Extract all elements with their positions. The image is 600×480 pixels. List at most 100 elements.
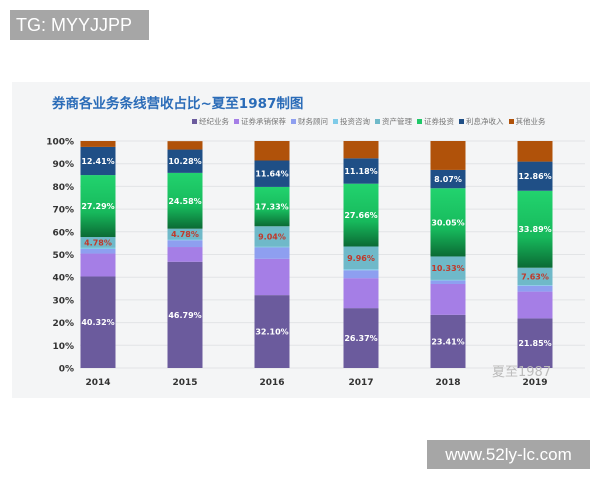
data-label: 23.41% bbox=[431, 337, 464, 346]
bar-segment bbox=[517, 267, 553, 286]
bar-segment bbox=[254, 226, 290, 247]
bar-segment bbox=[517, 285, 553, 286]
bar-segment bbox=[254, 141, 290, 161]
bar-segment bbox=[254, 246, 290, 248]
y-tick-label: 20% bbox=[52, 319, 74, 329]
bar-segment bbox=[343, 278, 379, 309]
bar-segment bbox=[517, 190, 553, 268]
legend-swatch bbox=[508, 119, 514, 124]
y-tick-label: 60% bbox=[52, 228, 74, 238]
data-label: 27.66% bbox=[344, 211, 377, 220]
legend-item: 资产管理 bbox=[375, 116, 412, 127]
bar-segment bbox=[517, 318, 553, 368]
data-label: 46.79% bbox=[168, 311, 201, 320]
legend-swatch bbox=[417, 119, 422, 124]
data-label: 24.58% bbox=[168, 197, 201, 206]
bar-segment bbox=[517, 291, 553, 319]
chart-watermark: 夏至1987 bbox=[492, 365, 552, 380]
bar-segment bbox=[430, 141, 466, 170]
bar-segment bbox=[343, 269, 379, 271]
bar-segment bbox=[167, 240, 203, 248]
bar-segment bbox=[167, 149, 203, 173]
data-label: 4.78% bbox=[171, 230, 199, 239]
bar-segment bbox=[167, 172, 203, 229]
bar-segment bbox=[254, 295, 290, 368]
legend-label: 经纪业务 bbox=[199, 117, 229, 126]
legend-label: 资产管理 bbox=[382, 117, 412, 126]
data-label: 32.10% bbox=[255, 328, 288, 337]
site-watermark: www.52ly-lc.com bbox=[427, 440, 590, 469]
data-label: 17.33% bbox=[255, 203, 288, 212]
bar-segment bbox=[80, 253, 116, 277]
legend-swatch bbox=[291, 119, 296, 124]
bar-segment bbox=[430, 314, 466, 368]
legend-item: 证券承销保荐 bbox=[234, 116, 286, 127]
bar-segment bbox=[517, 141, 553, 162]
data-label: 12.41% bbox=[81, 157, 114, 166]
data-label: 9.04% bbox=[258, 233, 286, 242]
y-tick-label: 10% bbox=[52, 342, 74, 352]
bar-segment bbox=[80, 276, 116, 368]
legend-item: 财务顾问 bbox=[291, 116, 328, 127]
legend-swatch bbox=[333, 119, 338, 124]
data-label: 10.28% bbox=[168, 157, 201, 166]
data-label: 26.37% bbox=[344, 334, 377, 343]
data-label: 8.07% bbox=[434, 175, 462, 184]
legend-label: 证券承销保荐 bbox=[241, 117, 286, 126]
y-tick-label: 70% bbox=[52, 206, 74, 216]
bar-segment bbox=[430, 256, 466, 280]
legend-label: 财务顾问 bbox=[298, 117, 328, 126]
bar-segment bbox=[430, 188, 466, 257]
data-label: 9.96% bbox=[347, 254, 375, 263]
data-label: 12.86% bbox=[518, 172, 551, 181]
bar-segment bbox=[254, 160, 290, 187]
x-tick-label: 2015 bbox=[172, 378, 197, 388]
x-tick-label: 2014 bbox=[85, 378, 110, 388]
legend-swatch bbox=[459, 119, 464, 124]
data-label: 7.63% bbox=[521, 272, 549, 281]
data-label: 21.85% bbox=[518, 339, 551, 348]
legend-item: 证券投资 bbox=[417, 116, 454, 127]
x-tick-label: 2019 bbox=[522, 378, 547, 388]
y-tick-label: 100% bbox=[46, 138, 74, 148]
x-tick-label: 2016 bbox=[259, 378, 284, 388]
bar-segment bbox=[343, 183, 379, 247]
legend-item: 利息净收入 bbox=[459, 116, 504, 127]
y-tick-label: 30% bbox=[52, 296, 74, 306]
y-tick-label: 80% bbox=[52, 183, 74, 193]
data-label: 10.33% bbox=[431, 264, 464, 273]
overlay-tag: TG: MYYJJPP bbox=[10, 10, 149, 40]
bar-segment bbox=[167, 141, 203, 150]
bar-segment bbox=[517, 161, 553, 191]
legend: 经纪业务 证券承销保荐 财务顾问 投资咨询 资产管理 证券投资 利息净收入 其他业务 bbox=[192, 116, 546, 127]
x-tick-label: 2017 bbox=[348, 378, 373, 388]
chart-title: 券商各业务条线营收占比~夏至1987制图 bbox=[52, 96, 304, 112]
data-label: 4.78% bbox=[84, 238, 112, 247]
bar-segment bbox=[167, 239, 203, 241]
bar-segment bbox=[343, 270, 379, 279]
bar-segment bbox=[80, 249, 116, 254]
legend-item: 经纪业务 bbox=[192, 116, 229, 127]
data-label: 40.32% bbox=[81, 318, 114, 327]
legend-item: 其他业务 bbox=[508, 116, 546, 127]
legend-swatch bbox=[192, 119, 197, 124]
legend-label: 其他业务 bbox=[515, 117, 546, 126]
legend-label: 利息净收入 bbox=[466, 117, 504, 126]
legend-item: 投资咨询 bbox=[333, 116, 370, 127]
bar-segment bbox=[517, 285, 553, 292]
bar-segment bbox=[80, 247, 116, 250]
data-label: 30.05% bbox=[431, 218, 464, 227]
x-tick-label: 2018 bbox=[435, 378, 460, 388]
data-label: 27.29% bbox=[81, 202, 114, 211]
bar-segment bbox=[430, 280, 466, 284]
bar-segment bbox=[80, 237, 116, 248]
bar-segment bbox=[80, 175, 116, 238]
legend-swatch bbox=[234, 119, 239, 124]
bar-segment bbox=[430, 283, 466, 315]
y-tick-label: 0% bbox=[59, 365, 74, 375]
bar-segment bbox=[80, 141, 116, 147]
bar-segment bbox=[343, 308, 379, 368]
bar-segment bbox=[430, 169, 466, 189]
legend-label: 证券投资 bbox=[424, 117, 454, 126]
